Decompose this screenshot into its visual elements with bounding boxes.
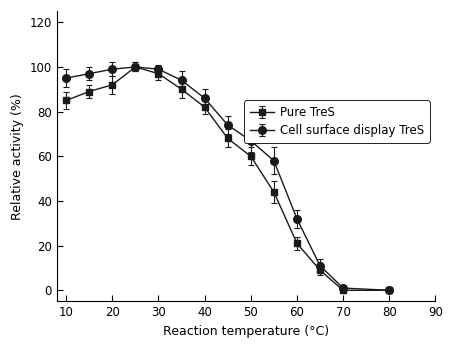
- X-axis label: Reaction temperature (°C): Reaction temperature (°C): [163, 325, 329, 338]
- Legend: Pure TreS, Cell surface display TreS: Pure TreS, Cell surface display TreS: [244, 100, 429, 143]
- Y-axis label: Relative activity (%): Relative activity (%): [11, 93, 24, 220]
